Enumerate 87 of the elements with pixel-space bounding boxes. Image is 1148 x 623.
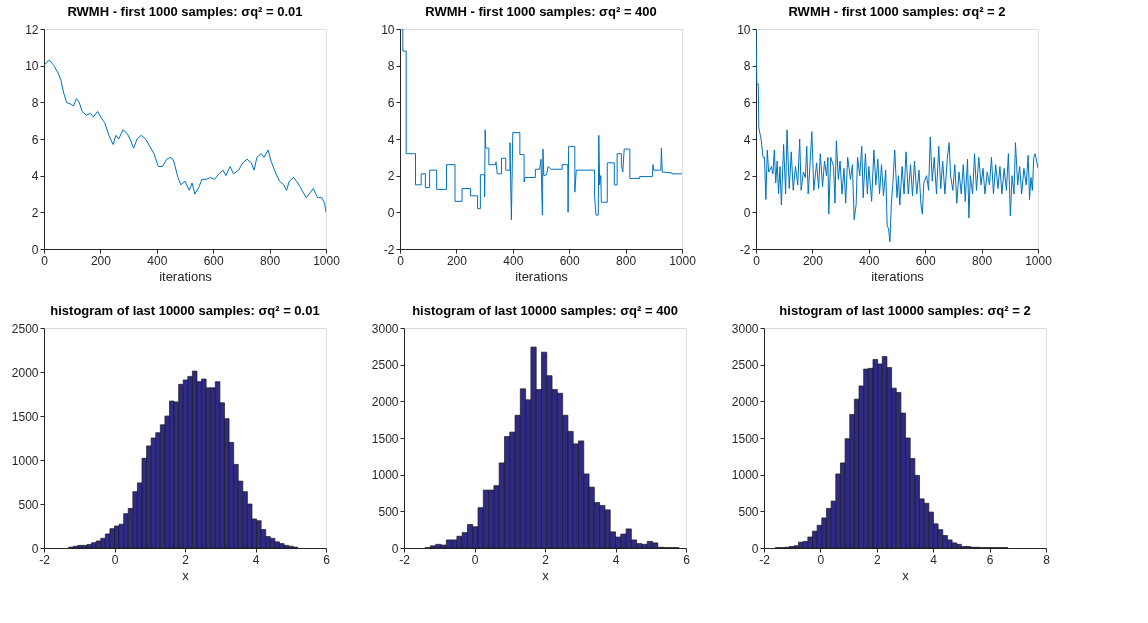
y-tick-label: 0 xyxy=(751,541,759,556)
x-tick-label: 2 xyxy=(873,552,881,567)
chart-title: histogram of last 10000 samples: σq² = 0.01 xyxy=(50,303,320,318)
line-series xyxy=(44,59,326,213)
x-tick-label: 800 xyxy=(972,253,993,268)
x-axis-title: x xyxy=(902,567,910,583)
x-tick-label: 8 xyxy=(1043,552,1051,567)
x-tick-label: 600 xyxy=(203,253,225,268)
x-tick-label: 1000 xyxy=(669,253,697,268)
y-tick-label: 2 xyxy=(31,205,39,220)
y-tick-label: 2000 xyxy=(371,394,399,409)
x-tick-label: 200 xyxy=(446,253,468,268)
x-tick-label: -2 xyxy=(399,552,411,567)
y-tick-label: 6 xyxy=(31,132,39,147)
y-tick-label: 8 xyxy=(743,59,751,74)
y-tick-label: 10 xyxy=(737,22,751,37)
x-axis-title: x xyxy=(542,567,550,583)
y-tick-label: 0 xyxy=(743,205,751,220)
y-tick-label: -2 xyxy=(383,242,395,257)
y-tick-label: 500 xyxy=(18,497,39,512)
y-tick-label: 1000 xyxy=(11,453,39,468)
y-tick-label: 1500 xyxy=(11,409,39,424)
x-tick-label: 0 xyxy=(111,552,119,567)
x-axis-title: iterations xyxy=(159,268,213,284)
x-tick-label: 0 xyxy=(41,253,49,268)
x-axis-title: iterations xyxy=(515,268,569,284)
chart-title: histogram of last 10000 samples: σq² = 2 xyxy=(779,303,1031,318)
x-tick-label: 4 xyxy=(612,552,620,567)
y-tick-label: 3000 xyxy=(371,321,399,336)
x-tick-label: 1000 xyxy=(313,253,341,268)
x-tick-label: 400 xyxy=(147,253,168,268)
y-tick-label: 2500 xyxy=(371,358,399,373)
y-tick-label: 1000 xyxy=(731,468,759,483)
y-tick-label: 12 xyxy=(25,22,39,37)
y-tick-label: 10 xyxy=(381,22,395,37)
x-tick-label: 0 xyxy=(817,552,825,567)
x-tick-label: 2 xyxy=(182,552,190,567)
line-series xyxy=(756,29,1038,243)
y-tick-label: 4 xyxy=(31,169,39,184)
y-tick-label: 6 xyxy=(387,95,395,110)
y-tick-label: 1500 xyxy=(731,431,759,446)
y-tick-label: 0 xyxy=(387,205,395,220)
x-axis-title: iterations xyxy=(871,268,925,284)
y-tick-label: 2 xyxy=(743,169,751,184)
x-tick-label: 600 xyxy=(915,253,937,268)
x-tick-label: 6 xyxy=(986,552,994,567)
y-tick-label: 2000 xyxy=(731,394,759,409)
y-tick-label: -2 xyxy=(739,242,751,257)
y-tick-label: 0 xyxy=(31,242,39,257)
y-tick-label: 2500 xyxy=(11,321,39,336)
y-tick-label: 1500 xyxy=(371,431,399,446)
line-series xyxy=(400,29,682,221)
y-tick-label: 2 xyxy=(387,169,395,184)
chart-title: RWMH - first 1000 samples: σq² = 2 xyxy=(788,4,1006,19)
x-tick-label: 200 xyxy=(802,253,824,268)
y-tick-label: 10 xyxy=(25,59,39,74)
x-tick-label: 0 xyxy=(471,552,479,567)
x-tick-label: 6 xyxy=(323,552,331,567)
chart-title: RWMH - first 1000 samples: σq² = 0.01 xyxy=(67,4,303,19)
x-tick-label: 4 xyxy=(252,552,260,567)
x-tick-label: 2 xyxy=(542,552,550,567)
y-tick-label: 4 xyxy=(743,132,751,147)
x-tick-label: 200 xyxy=(90,253,112,268)
chart-title: histogram of last 10000 samples: σq² = 400 xyxy=(412,303,678,318)
y-tick-label: 500 xyxy=(738,504,759,519)
y-tick-label: 2500 xyxy=(731,358,759,373)
y-tick-label: 8 xyxy=(31,95,39,110)
y-tick-label: 0 xyxy=(391,541,399,556)
x-tick-label: 400 xyxy=(859,253,880,268)
y-tick-label: 2000 xyxy=(11,365,39,380)
y-tick-label: 500 xyxy=(378,504,399,519)
x-tick-label: 800 xyxy=(260,253,281,268)
y-tick-label: 8 xyxy=(387,59,395,74)
chart-title: RWMH - first 1000 samples: σq² = 400 xyxy=(425,4,657,19)
x-axis-title: x xyxy=(182,567,190,583)
x-tick-label: 1000 xyxy=(1025,253,1053,268)
y-tick-label: 1000 xyxy=(371,468,399,483)
x-tick-label: -2 xyxy=(759,552,771,567)
y-tick-label: 3000 xyxy=(731,321,759,336)
y-tick-label: 0 xyxy=(31,541,39,556)
x-tick-label: 400 xyxy=(503,253,524,268)
x-tick-label: 600 xyxy=(559,253,581,268)
x-tick-label: 800 xyxy=(616,253,637,268)
y-tick-label: 4 xyxy=(387,132,395,147)
x-tick-label: 4 xyxy=(930,552,938,567)
y-tick-label: 6 xyxy=(743,95,751,110)
x-tick-label: 6 xyxy=(683,552,691,567)
